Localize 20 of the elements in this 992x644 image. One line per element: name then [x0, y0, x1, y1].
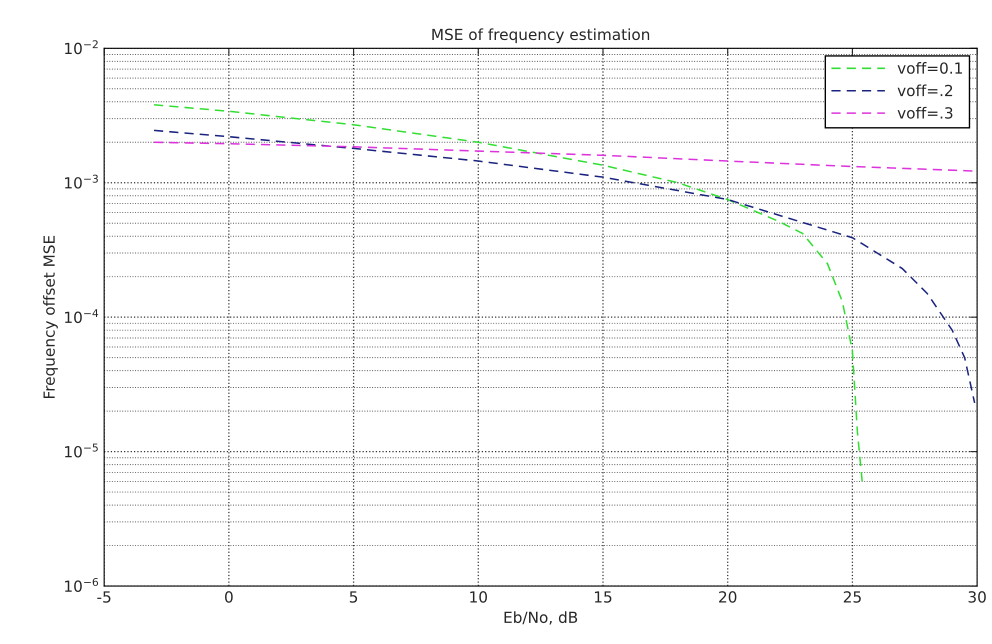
y-tick-label: 10$^{−3}$: [65, 174, 98, 189]
x-tick-label: 20: [719, 591, 736, 603]
y-tick-label: 10$^{−2}$: [65, 40, 98, 54]
legend-label: voff=.3: [898, 106, 952, 119]
legend-label: voff=0.1: [898, 62, 962, 74]
x-tick-label: -5: [97, 591, 110, 603]
x-tick-label: 0: [225, 591, 233, 603]
x-tick-label: 25: [844, 591, 861, 603]
x-tick-label: 30: [968, 591, 986, 603]
chart-title: MSE of frequency estimation: [432, 28, 650, 44]
x-tick-label: 15: [594, 591, 612, 603]
x-tick-label: 10: [470, 591, 487, 603]
y-axis-title: Frequency offset MSE: [43, 236, 58, 398]
legend-label: voff=.2: [898, 84, 952, 96]
x-axis-title: Eb/No, dB: [504, 611, 578, 625]
x-tick-label: 5: [350, 591, 358, 603]
y-tick-label: 10$^{−6}$: [65, 578, 98, 592]
y-tick-label: 10$^{−4}$: [65, 309, 98, 324]
y-tick-label: 10$^{−5}$: [65, 444, 98, 458]
line-series: [153, 130, 976, 404]
